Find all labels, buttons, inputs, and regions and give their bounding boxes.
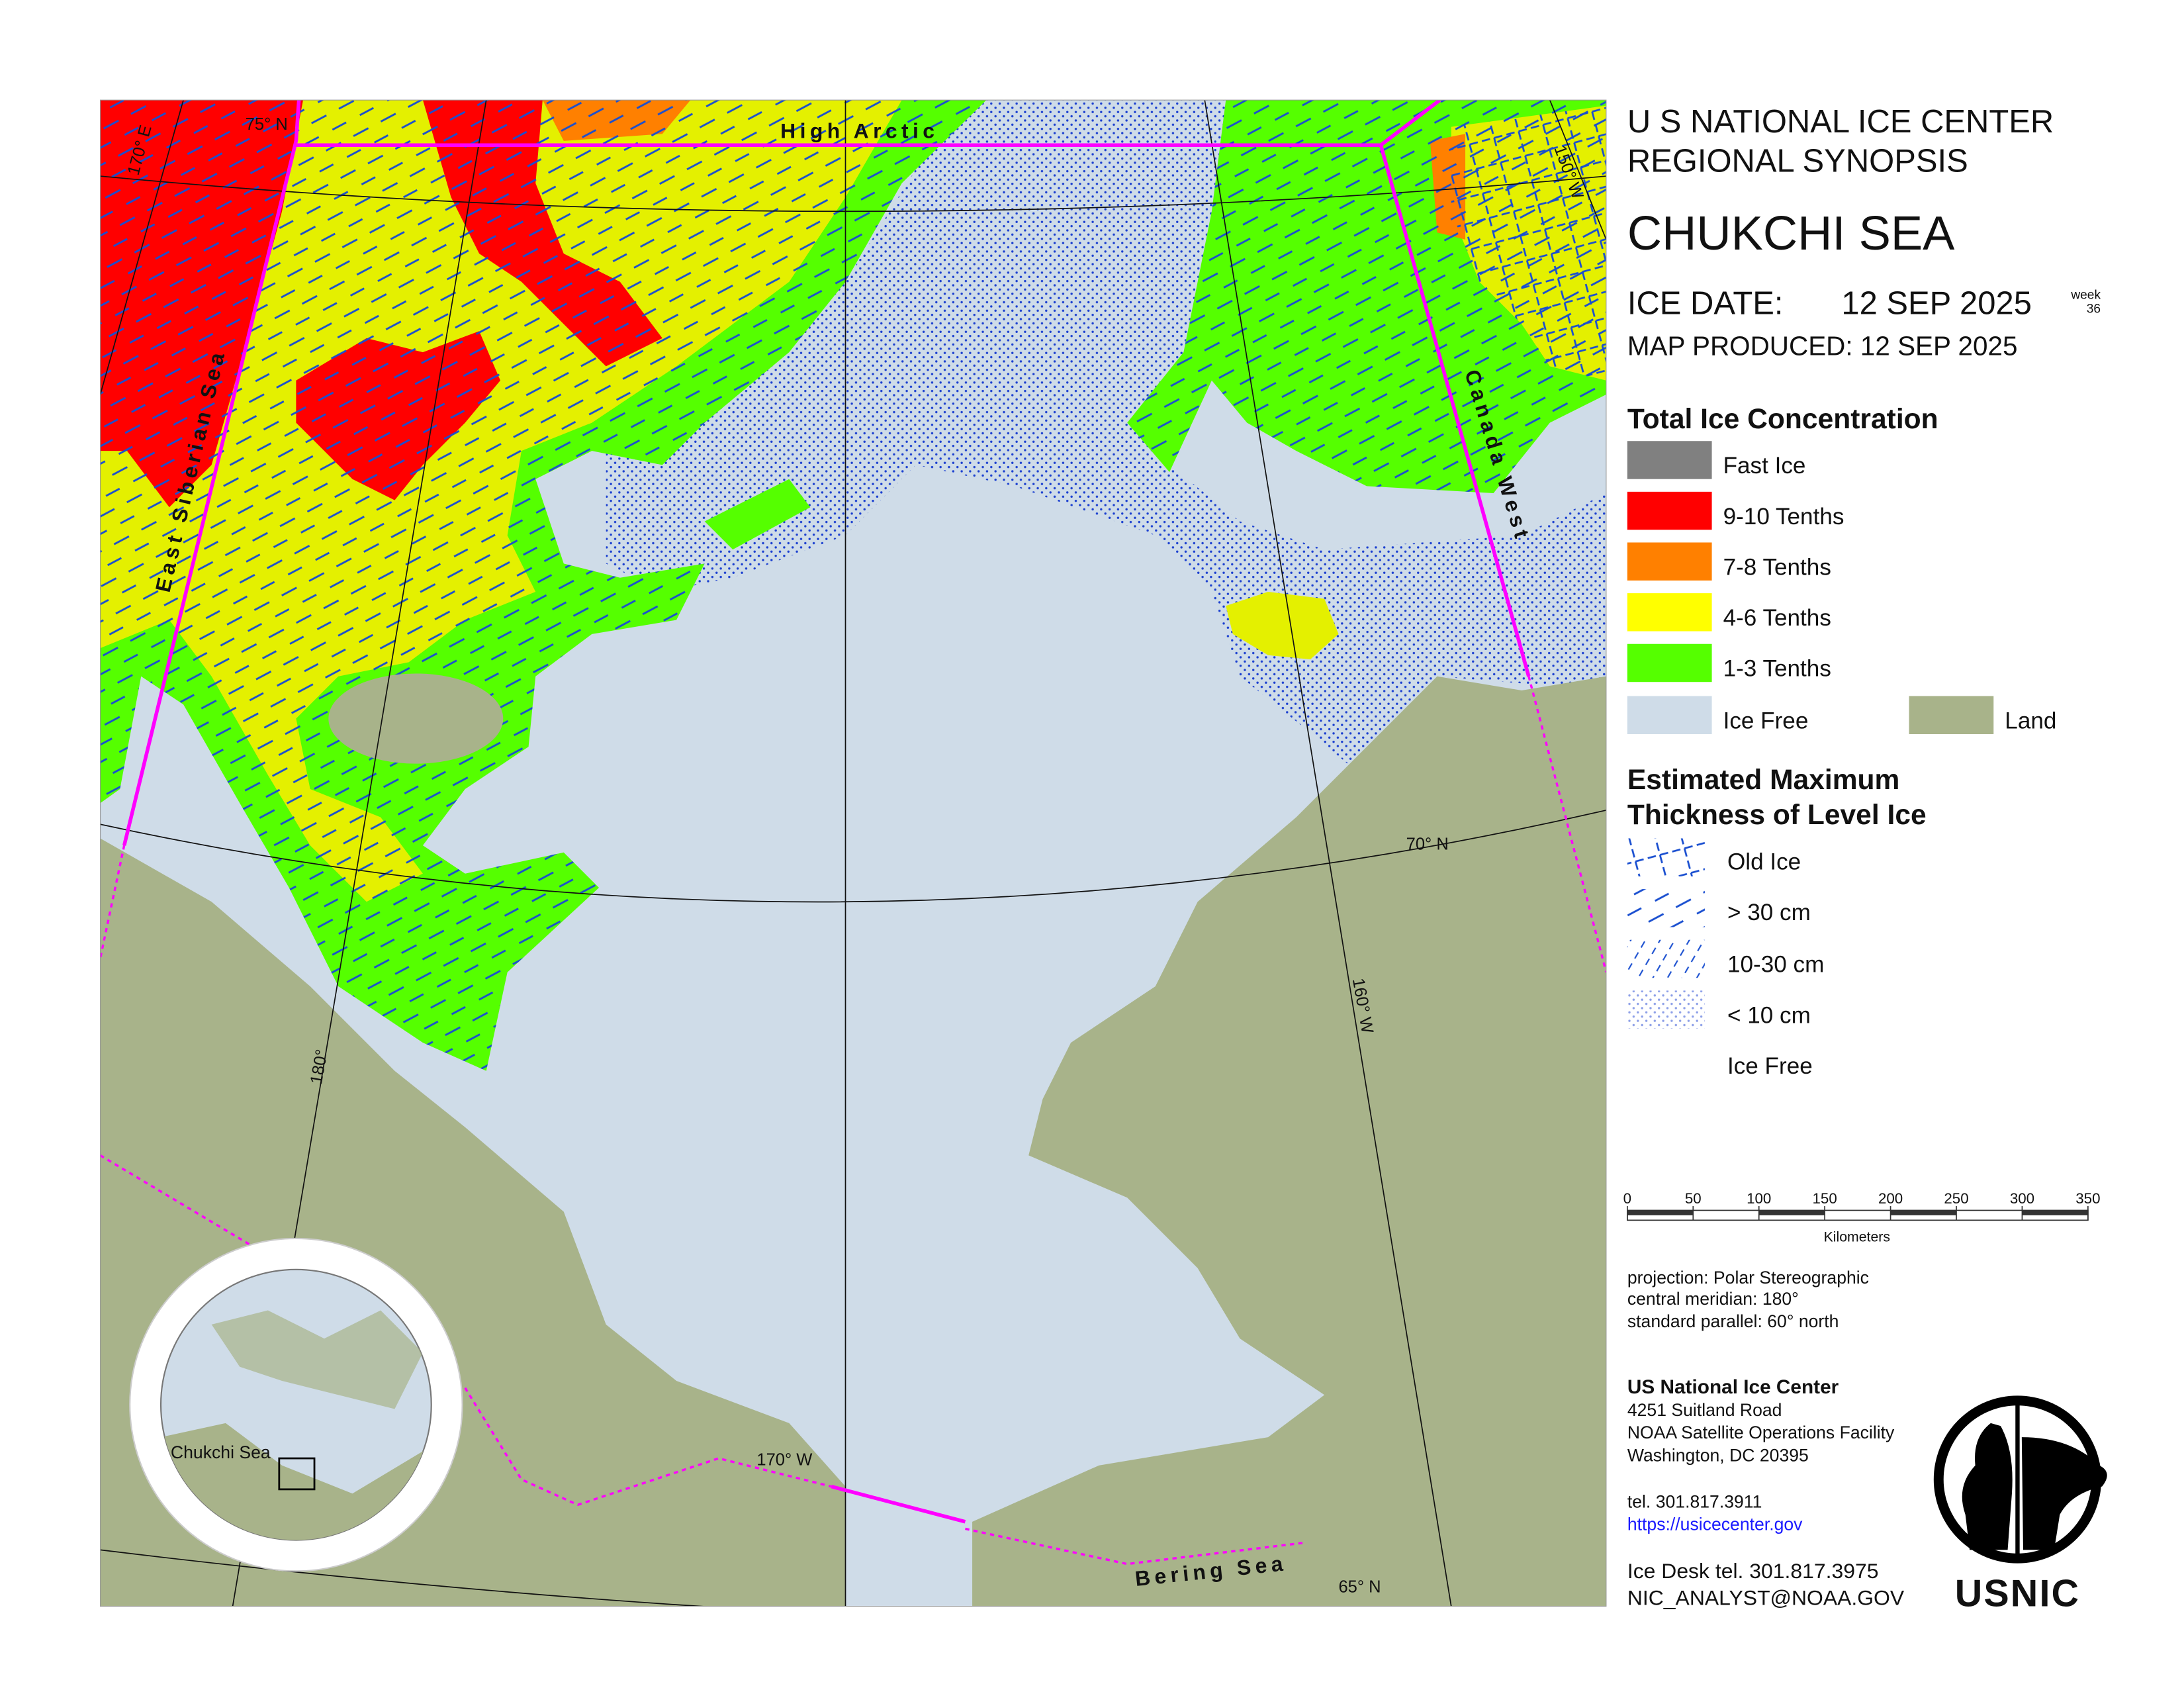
ice-date-label: ICE DATE: (1627, 286, 1784, 322)
old-ice (1451, 105, 1606, 381)
thin-ice-dots (606, 100, 1606, 769)
ice-desk: Ice Desk tel. 301.817.3975 (1627, 1559, 1879, 1583)
ice-date: 12 SEP 2025 (1841, 286, 2032, 322)
inset-label: Chukchi Sea (171, 1442, 271, 1462)
region-label: High Arctic (780, 119, 938, 143)
thickness-title: Thickness of Level Ice (1627, 799, 1927, 831)
legend-item: Land (2005, 708, 2056, 733)
week: 36 (2087, 303, 2101, 316)
contact-name: US National Ice Center (1627, 1376, 1839, 1398)
legend-item: Old Ice (1727, 849, 1801, 874)
thickness-over-30cm (100, 100, 987, 1071)
product: REGIONAL SYNOPSIS (1627, 144, 1968, 179)
projection: standard parallel: 60° north (1627, 1311, 1839, 1331)
legend-item: Ice Free (1723, 708, 1809, 733)
land-alaska (972, 676, 1606, 1607)
map-produced: MAP PRODUCED: 12 SEP 2025 (1627, 330, 2018, 361)
swatch-under-10 (1627, 990, 1705, 1029)
scale-segment (1890, 1210, 1957, 1215)
legend-item: 7-8 Tenths (1723, 554, 1831, 580)
map-frame (99, 99, 1607, 1607)
legend-item: < 10 cm (1727, 1002, 1811, 1028)
thickness-title: Estimated Maximum (1627, 764, 1900, 796)
week-label: week (2070, 288, 2101, 302)
legend-item: 4-6 Tenths (1723, 605, 1831, 631)
scale-tick-label: 250 (1944, 1190, 1968, 1207)
contact-address: 4251 Suitland Road (1627, 1400, 1782, 1420)
scale-segment (1758, 1210, 1825, 1215)
agency: U S NATIONAL ICE CENTER (1627, 104, 2054, 140)
logo-penguin (1962, 1423, 2013, 1550)
region-boundary (831, 1484, 966, 1524)
ice-4-6-tenths (1226, 591, 1339, 660)
region-title: CHUKCHI SEA (1627, 207, 1955, 260)
swatch-ice-free (1627, 696, 1712, 734)
contact-email: NIC_ANALYST@NOAA.GOV (1627, 1585, 1905, 1609)
graticule-label: 70° N (1406, 835, 1449, 854)
legend-item: > 30 cm (1727, 900, 1811, 925)
side-panel: U S NATIONAL ICE CENTER REGIONAL SYNOPSI… (1623, 104, 2107, 1615)
meridian-170e (100, 100, 184, 395)
parallel-70n (100, 810, 1606, 903)
ice-1-3-tenths (704, 479, 811, 550)
boundary-extension (1527, 676, 1606, 973)
boundary-extension (100, 845, 126, 959)
swatch-1-3 (1627, 643, 1712, 682)
swatch-9-10 (1627, 491, 1712, 530)
parallel-75n (100, 175, 1606, 212)
scale-tick-label: 100 (1747, 1190, 1771, 1207)
legend-item: 10-30 cm (1727, 952, 1824, 978)
legend-item: 9-10 Tenths (1723, 504, 1844, 530)
meridian-160w (1204, 100, 1452, 1607)
region-boundary (1379, 144, 1531, 677)
inset-locator (278, 1457, 316, 1491)
inset-land (161, 1310, 432, 1540)
contact-address: Washington, DC 20395 (1627, 1445, 1809, 1465)
scale-tick-label: 50 (1685, 1190, 1702, 1207)
swatch-over-30 (1627, 889, 1705, 927)
legend-item: Fast Ice (1723, 453, 1806, 479)
projection: central meridian: 180° (1627, 1289, 1799, 1309)
contact-url[interactable]: https://usicecenter.gov (1627, 1515, 1803, 1534)
usnic-logo: USNIC (1933, 1395, 2107, 1615)
legend-item: 1-3 Tenths (1723, 656, 1831, 682)
land-wrangel-island (328, 673, 504, 764)
inset-landmass (161, 1423, 432, 1540)
swatch-land (1909, 696, 1994, 734)
scale-tick-label: 200 (1878, 1190, 1903, 1207)
inset-landmass (211, 1310, 423, 1409)
map: High Arctic East Siberian Sea Canada Wes… (100, 100, 1606, 1607)
graticule-label: 65° N (1338, 1577, 1381, 1596)
swatch-fast-ice (1627, 441, 1712, 479)
scale-segment (2022, 1210, 2088, 1215)
graticule-label: 75° N (246, 115, 288, 134)
scale-tick-label: 0 (1623, 1190, 1631, 1207)
swatch-7-8 (1627, 542, 1712, 581)
region-boundary (122, 100, 301, 846)
swatch-10-30 (1627, 939, 1705, 978)
parallel-65n (100, 1549, 709, 1607)
logo-text: USNIC (1955, 1573, 2080, 1615)
contact-address: NOAA Satellite Operations Facility (1627, 1423, 1895, 1442)
contact-tel: tel. 301.817.3911 (1627, 1492, 1762, 1512)
scale-unit: Kilometers (1824, 1229, 1890, 1244)
swatch-4-6 (1627, 593, 1712, 632)
scale-tick-label: 350 (2075, 1190, 2100, 1207)
meridian-150w (1549, 100, 1606, 240)
graticule-label: 170° W (756, 1451, 813, 1470)
swatch-old-ice (1627, 838, 1705, 876)
boundary-extension (100, 1154, 832, 1507)
scale-bar: 0 50 100 150 200 250 300 350 (1623, 1190, 2101, 1221)
scale-bar-frame (1626, 1209, 2089, 1221)
scale-segment (1627, 1210, 1694, 1215)
scale-tick-label: 300 (2010, 1190, 2034, 1207)
projection: projection: Polar Stereographic (1627, 1268, 1869, 1288)
legend-item: Ice Free (1727, 1053, 1813, 1079)
concentration-title: Total Ice Concentration (1627, 403, 1938, 435)
logo-bear (2021, 1437, 2107, 1550)
scale-tick-label: 150 (1813, 1190, 1837, 1207)
